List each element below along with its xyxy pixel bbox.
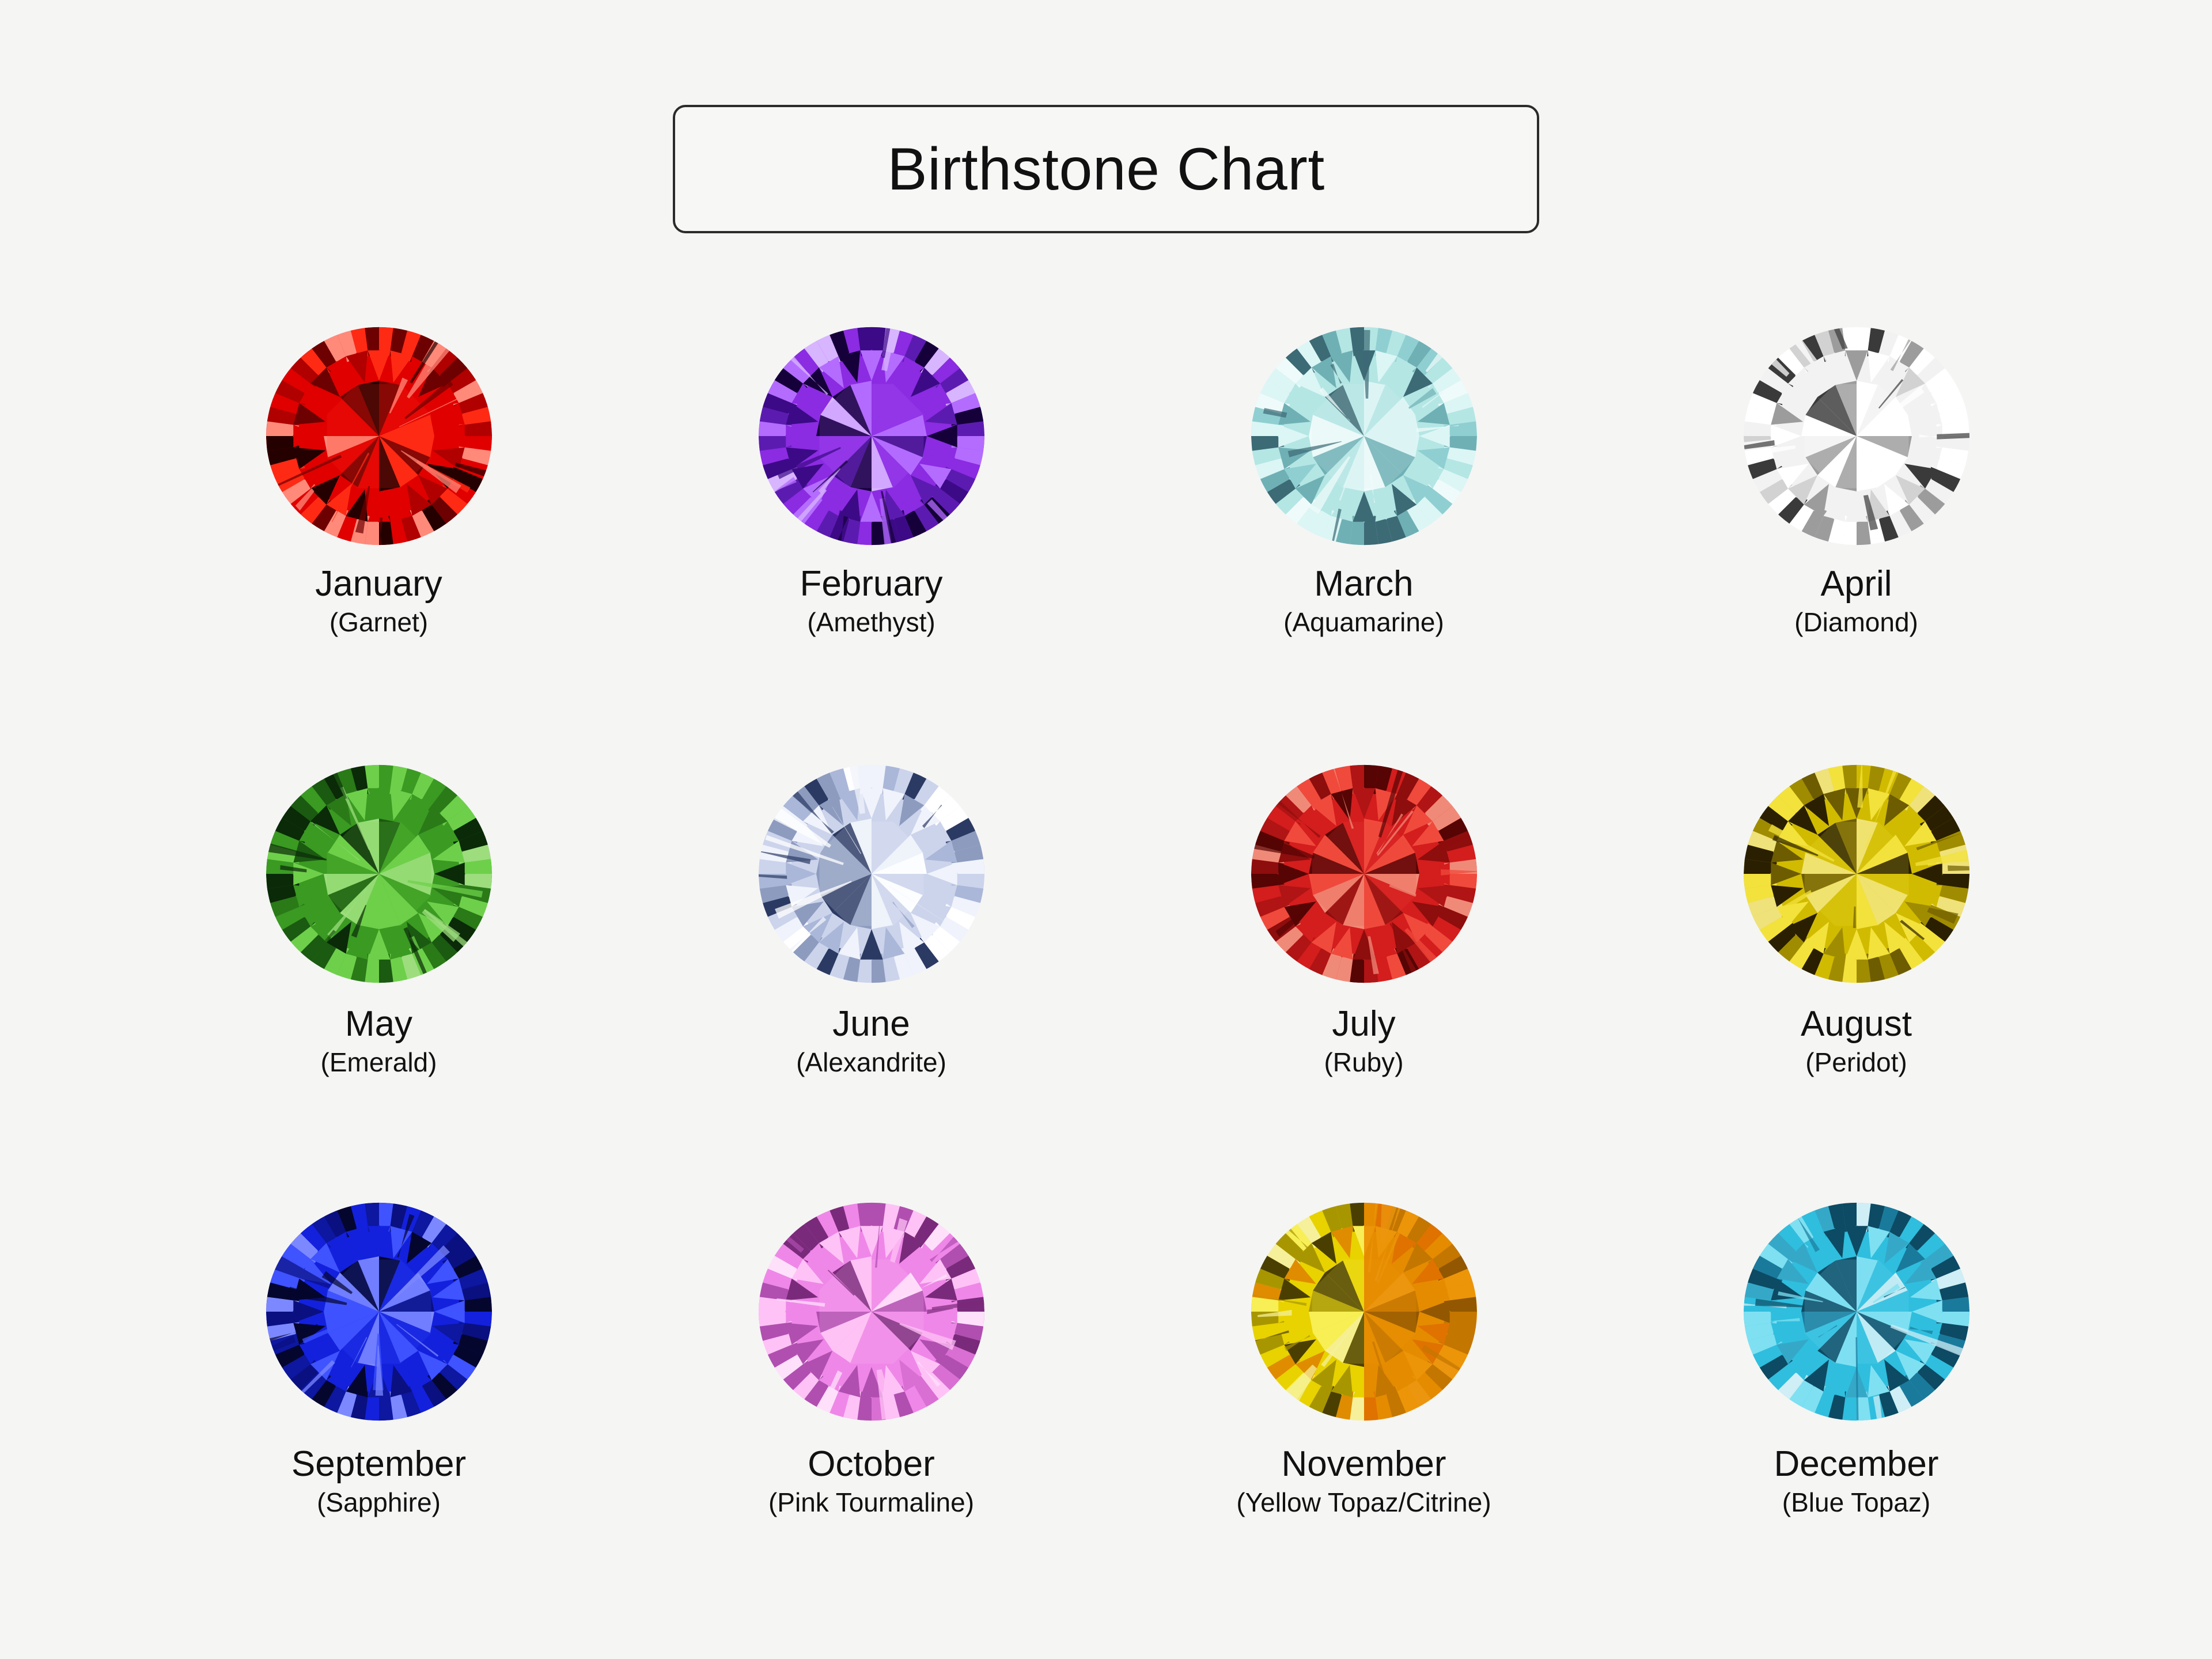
- blue-topaz-gem: [1743, 1202, 1969, 1421]
- aquamarine-gem: [1251, 327, 1477, 546]
- emerald-gem: [266, 764, 492, 983]
- birthstone-cell[interactable]: March (Aquamarine): [1118, 320, 1610, 757]
- month-label: July: [1332, 1004, 1396, 1044]
- month-label: September: [291, 1444, 467, 1484]
- stone-label: (Ruby): [1324, 1047, 1404, 1078]
- birthstone-cell[interactable]: August (Peridot): [1610, 757, 2103, 1195]
- birthstone-cell[interactable]: November (Yellow Topaz/Citrine): [1118, 1195, 1610, 1633]
- month-label: August: [1800, 1004, 1912, 1044]
- stone-label: (Peridot): [1805, 1047, 1907, 1078]
- month-label: March: [1314, 564, 1414, 604]
- birthstone-cell[interactable]: April (Diamond): [1610, 320, 2103, 757]
- month-label: October: [808, 1444, 935, 1484]
- birthstone-cell[interactable]: July (Ruby): [1118, 757, 1610, 1195]
- yellow-topaz-citrine-gem: [1251, 1202, 1477, 1421]
- title-container: Birthstone Chart: [0, 105, 2212, 233]
- amethyst-gem: [758, 327, 984, 546]
- month-label: November: [1281, 1444, 1446, 1484]
- birthstone-grid: January (Garnet) February (Amethyst) March (A…: [132, 320, 2103, 1633]
- stone-label: (Sapphire): [317, 1487, 441, 1518]
- birthstone-cell[interactable]: October (Pink Tourmaline): [625, 1195, 1118, 1633]
- birthstone-cell[interactable]: January (Garnet): [132, 320, 625, 757]
- birthstone-cell[interactable]: June (Alexandrite): [625, 757, 1118, 1195]
- stone-label: (Amethyst): [807, 607, 935, 638]
- month-label: May: [344, 1004, 413, 1044]
- sapphire-gem: [266, 1202, 492, 1421]
- month-label: December: [1774, 1444, 1939, 1484]
- birthstone-cell[interactable]: February (Amethyst): [625, 320, 1118, 757]
- alexandrite-gem: [758, 764, 984, 983]
- month-label: February: [800, 564, 943, 604]
- stone-label: (Yellow Topaz/Citrine): [1236, 1487, 1491, 1518]
- title-box: Birthstone Chart: [673, 105, 1539, 233]
- page-title: Birthstone Chart: [887, 135, 1325, 203]
- stone-label: (Diamond): [1794, 607, 1918, 638]
- month-label: April: [1820, 564, 1892, 604]
- diamond-gem: [1743, 327, 1969, 546]
- stone-label: (Emerald): [320, 1047, 437, 1078]
- birthstone-cell[interactable]: May (Emerald): [132, 757, 625, 1195]
- pink-tourmaline-gem: [758, 1202, 984, 1421]
- birthstone-cell[interactable]: September (Sapphire): [132, 1195, 625, 1633]
- stone-label: (Alexandrite): [796, 1047, 946, 1078]
- stone-label: (Aquamarine): [1283, 607, 1444, 638]
- birthstone-cell[interactable]: December (Blue Topaz): [1610, 1195, 2103, 1633]
- ruby-gem: [1251, 764, 1477, 983]
- stone-label: (Garnet): [329, 607, 429, 638]
- stone-label: (Blue Topaz): [1782, 1487, 1931, 1518]
- peridot-gem: [1743, 764, 1969, 983]
- month-label: January: [315, 564, 442, 604]
- garnet-gem: [266, 327, 492, 546]
- stone-label: (Pink Tourmaline): [768, 1487, 975, 1518]
- month-label: June: [832, 1004, 910, 1044]
